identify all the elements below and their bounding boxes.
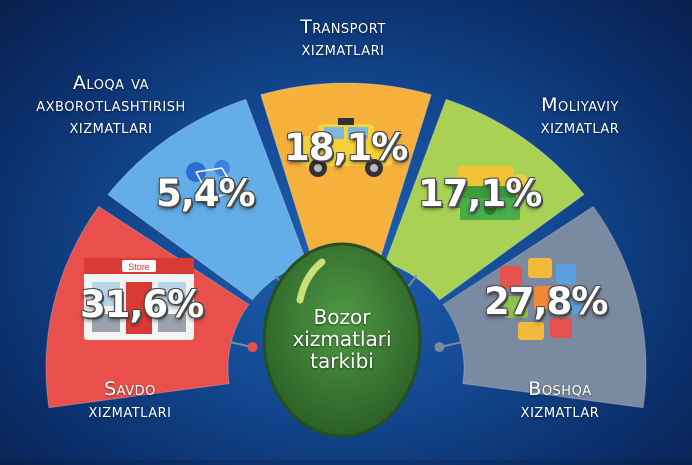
services-collage-icon	[500, 258, 582, 340]
value-label-moliya: 17,1%	[418, 172, 542, 215]
value-label-aloqa: 5,4%	[156, 172, 256, 215]
svg-text:Store: Store	[128, 262, 150, 272]
category-label-moliya: Moliyaviy xizmatlar	[540, 94, 620, 138]
category-label-transport: Transport xizmatlari	[300, 16, 386, 60]
value-label-transport: 18,1%	[284, 126, 408, 169]
connector-dot-savdo	[247, 342, 258, 353]
value-label-boshqa: 27,8%	[484, 280, 608, 323]
category-label-boshqa: Boshqa xizmatlar	[520, 378, 600, 422]
value-label-savdo: 31,6%	[80, 283, 204, 326]
social-network-icon	[185, 160, 242, 207]
category-label-aloqa: Aloqa va axborotlashtirish xizmatlari	[36, 72, 186, 138]
category-label-savdo: Savdo xizmatlari	[88, 378, 172, 422]
connector-dot-boshqa	[434, 342, 445, 353]
center-title: Bozor xizmatlari tarkibi	[292, 305, 392, 373]
center-ring-arc	[296, 258, 326, 304]
money-icon	[452, 166, 528, 220]
taxi-icon	[298, 118, 394, 177]
store-icon: Store	[84, 258, 194, 340]
